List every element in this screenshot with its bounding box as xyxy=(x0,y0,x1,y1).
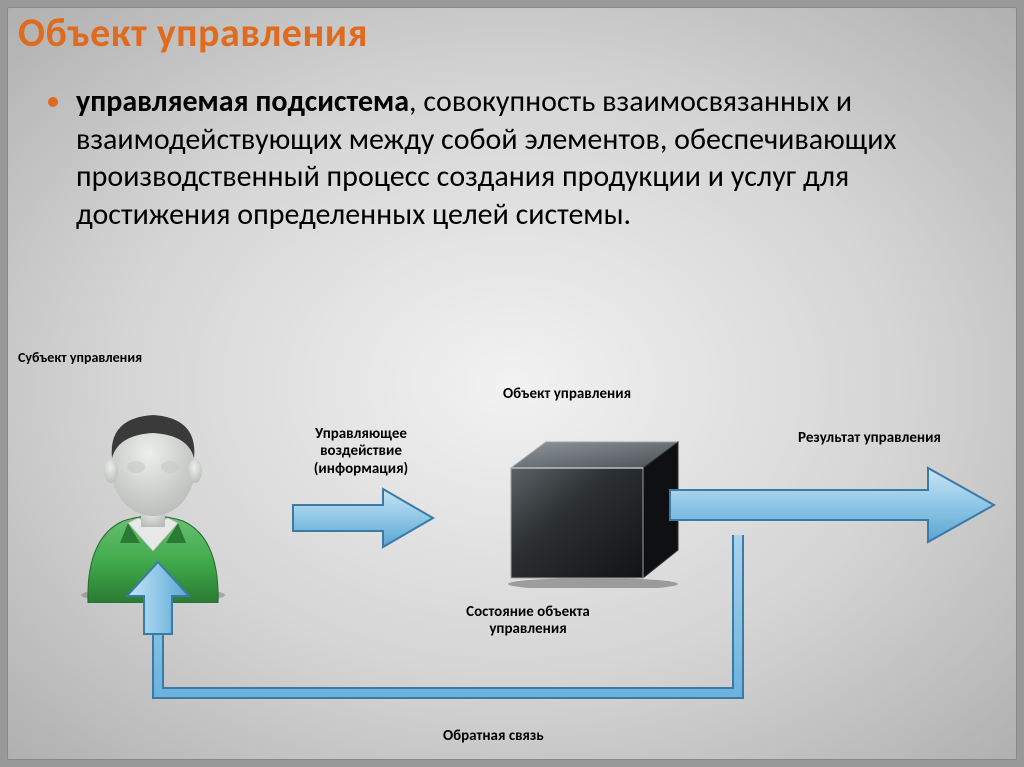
diagram: Субъект управления Управляющее воздейств… xyxy=(8,348,1016,759)
bullet-text: управляемая подсистема, совокупность вза… xyxy=(76,83,976,233)
label-object: Объект управления xyxy=(503,386,631,403)
bullet-dot xyxy=(48,97,58,107)
label-control-action: Управляющее воздействие (информация) xyxy=(276,426,446,478)
arrow-feedback-head-icon xyxy=(123,558,193,638)
label-result: Результат управления xyxy=(798,430,941,447)
slide-title: Объект управления xyxy=(18,8,368,57)
slide-inner: Объект управления управляемая подсистема… xyxy=(7,7,1017,760)
bullet-item: управляемая подсистема, совокупность вза… xyxy=(48,83,976,233)
label-subject: Субъект управления xyxy=(18,350,142,366)
feedback-line-icon xyxy=(118,533,758,713)
bullet-bold: управляемая подсистема xyxy=(76,83,409,120)
slide-outer: Объект управления управляемая подсистема… xyxy=(0,0,1024,767)
label-feedback: Обратная связь xyxy=(443,728,544,745)
bullet-block: управляемая подсистема, совокупность вза… xyxy=(48,83,976,233)
